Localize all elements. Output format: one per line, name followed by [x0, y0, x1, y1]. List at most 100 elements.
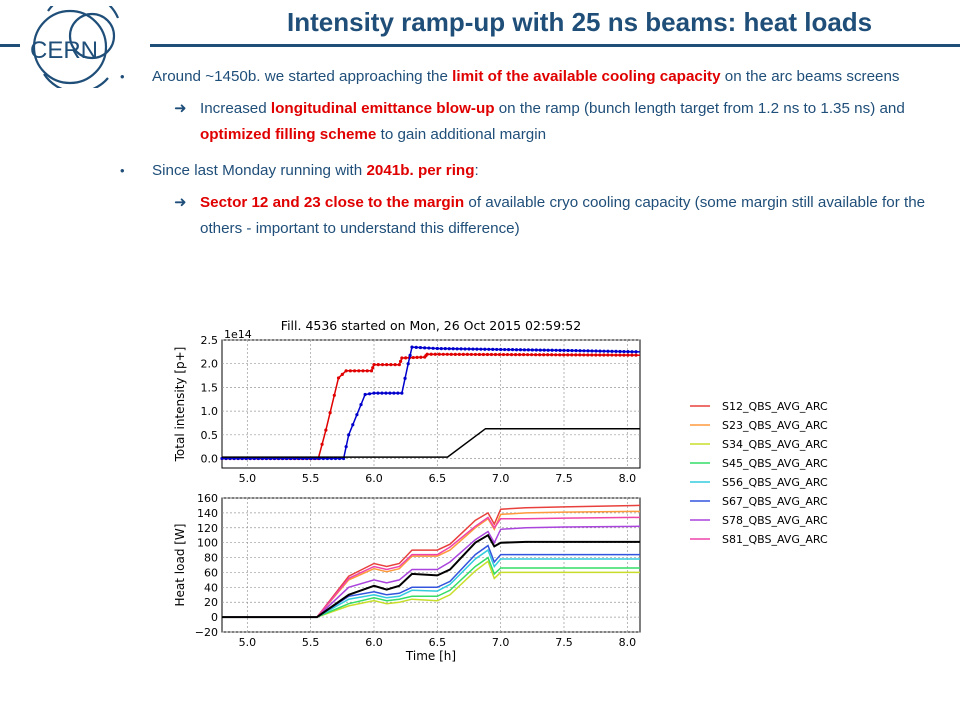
x-tick-label: 5.0: [239, 636, 257, 649]
series-marker: [393, 363, 397, 367]
series-marker: [582, 353, 586, 357]
series-marker: [526, 348, 530, 352]
y-tick-label: 160: [197, 492, 218, 505]
series-marker: [473, 352, 477, 357]
x-tick-label: 8.0: [619, 636, 637, 649]
y-tick-label: 40: [204, 581, 218, 594]
series-marker: [376, 363, 380, 367]
series-marker: [400, 356, 404, 360]
header-rule: [150, 44, 960, 47]
series-marker: [602, 349, 606, 353]
series-marker: [634, 353, 638, 357]
series-marker: [344, 445, 348, 449]
series-marker: [566, 353, 570, 357]
series-line-1-5: [222, 544, 640, 618]
series-marker: [614, 353, 618, 357]
series-line-1-0: [222, 504, 641, 618]
series-marker: [618, 349, 622, 354]
legend-entry: S45_QBS_AVG_ARC: [722, 457, 828, 470]
series-marker: [530, 348, 534, 352]
series-marker: [399, 359, 403, 363]
series-marker: [471, 347, 475, 351]
plot-frame-0: [221, 339, 641, 469]
series-marker: [505, 352, 510, 357]
cern-logo: CERN: [30, 6, 120, 88]
series-marker: [578, 353, 582, 357]
series-marker: [574, 349, 578, 353]
arrow-right-icon: ➜: [174, 194, 187, 211]
x-tick-label: 5.5: [302, 472, 320, 485]
series-marker: [388, 391, 392, 395]
series-marker: [359, 402, 363, 407]
series-marker: [363, 392, 367, 397]
series-marker: [445, 352, 449, 356]
series-marker: [542, 353, 546, 357]
bullet-list: • Around ~1450b. we started approaching …: [120, 64, 940, 242]
legend-entry: S12_QBS_AVG_ARC: [722, 400, 828, 413]
series-marker: [414, 345, 418, 349]
series-marker: [485, 352, 490, 357]
x-tick-label: 6.0: [365, 636, 383, 649]
series-marker: [578, 349, 582, 353]
bullet-1-sub: ➜ Increased longitudinal emittance blow-…: [120, 96, 940, 148]
series-marker: [403, 376, 407, 380]
series-marker: [529, 353, 534, 357]
series-marker: [522, 348, 527, 352]
y-axis-label: Total intensity [p+]: [173, 347, 187, 463]
bullet-2: • Since last Monday running with 2041b. …: [120, 158, 940, 184]
series-marker: [562, 353, 566, 357]
series-marker: [610, 349, 614, 353]
series-marker: [538, 353, 542, 357]
series-marker: [550, 348, 554, 352]
series-marker: [397, 363, 401, 367]
series-marker: [371, 366, 375, 370]
series-marker: [344, 369, 348, 373]
y-tick-label: 60: [204, 566, 218, 579]
series-marker: [598, 349, 602, 353]
series-marker: [525, 353, 530, 357]
y-axis-label: Heat load [W]: [173, 524, 187, 607]
series-marker: [443, 347, 447, 351]
series-marker: [509, 352, 514, 357]
series-marker: [415, 355, 419, 359]
series-line-1-7: [222, 516, 641, 618]
series-marker: [590, 349, 594, 353]
series-marker: [380, 391, 384, 395]
series-marker: [586, 353, 590, 357]
series-marker: [389, 363, 393, 367]
series-marker: [554, 353, 558, 357]
series-marker: [465, 352, 469, 357]
series-marker: [558, 353, 562, 357]
slide-title: Intensity ramp-up with 25 ns beams: heat…: [287, 7, 873, 37]
series-marker: [546, 348, 550, 352]
series-marker: [439, 346, 443, 351]
series-marker: [469, 352, 473, 357]
series-marker: [489, 352, 494, 357]
series-marker: [479, 347, 483, 351]
series-marker: [501, 352, 506, 357]
series-marker: [475, 347, 479, 351]
series-marker: [392, 391, 396, 395]
series-marker: [493, 352, 498, 357]
series-marker: [457, 352, 461, 356]
x-tick-label: 6.0: [365, 472, 383, 485]
series-marker: [538, 348, 542, 352]
series-marker: [447, 347, 451, 351]
legend-entry: S23_QBS_AVG_ARC: [722, 419, 828, 432]
series-marker: [614, 349, 618, 354]
series-marker: [410, 345, 414, 349]
series-marker: [622, 353, 626, 357]
series-marker: [367, 392, 372, 396]
x-tick-label: 7.0: [492, 636, 510, 649]
series-marker: [425, 352, 429, 356]
series-marker: [582, 349, 586, 353]
series-marker: [372, 363, 376, 367]
x-tick-label: 5.5: [302, 636, 320, 649]
series-marker: [518, 348, 523, 352]
y-tick-label: 120: [197, 522, 218, 535]
series-marker: [618, 353, 622, 357]
series-marker: [550, 353, 554, 357]
series-marker: [594, 349, 598, 353]
bullet-1: • Around ~1450b. we started approaching …: [120, 64, 940, 90]
y-tick-label: 0: [211, 611, 218, 624]
